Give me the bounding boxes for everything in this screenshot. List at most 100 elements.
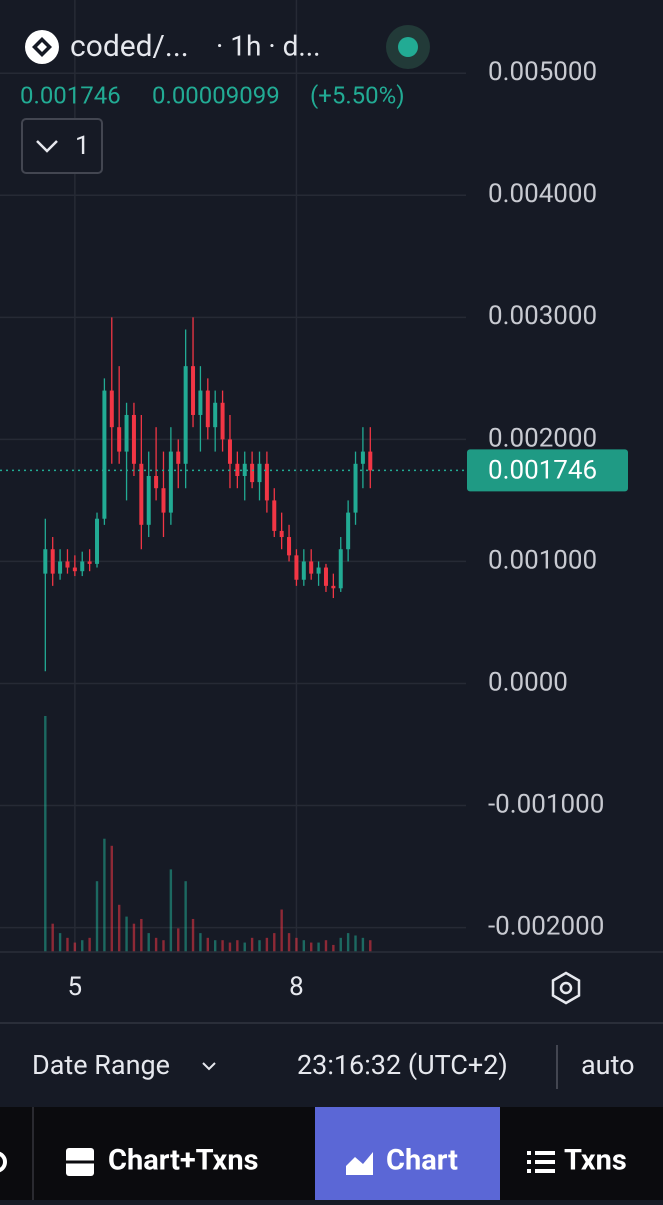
volume-bar bbox=[310, 942, 313, 952]
txns-icon-dot bbox=[527, 1151, 531, 1155]
chart-icon bbox=[346, 1152, 373, 1175]
logo-mark-inner bbox=[37, 42, 47, 52]
volume-bar bbox=[324, 940, 328, 952]
candle-body bbox=[168, 451, 173, 513]
txns-icon-line bbox=[535, 1169, 555, 1173]
candle-body bbox=[346, 512, 351, 550]
volume-bar bbox=[280, 909, 283, 952]
candle-body bbox=[87, 561, 92, 564]
interval: · 1h · d... bbox=[216, 29, 321, 62]
candle-body bbox=[309, 561, 314, 574]
volume-bar bbox=[354, 935, 357, 952]
y-tick-label: 0.005000 bbox=[488, 57, 597, 87]
candle-body bbox=[72, 567, 77, 572]
volume-bar bbox=[287, 933, 291, 952]
y-tick-label: 0.0000 bbox=[488, 667, 568, 697]
nav-chart-active[interactable] bbox=[315, 1107, 500, 1200]
candle-body bbox=[50, 549, 55, 574]
candle-body bbox=[279, 530, 284, 538]
y-tick-label: 0.001000 bbox=[488, 545, 597, 575]
volume-bar bbox=[346, 933, 350, 952]
nav-partial-icon bbox=[0, 1151, 7, 1173]
volume-bar bbox=[213, 940, 217, 952]
volume-bar bbox=[250, 937, 254, 952]
x-tick-label: 8 bbox=[289, 972, 304, 1002]
candle-body bbox=[154, 476, 159, 489]
candle-body bbox=[368, 451, 373, 471]
candle-body bbox=[235, 463, 240, 476]
volume-bar bbox=[206, 937, 210, 952]
volume-bar bbox=[140, 918, 143, 952]
settings-icon-center bbox=[559, 981, 573, 995]
candle-body bbox=[139, 463, 144, 525]
indicator-count: 1 bbox=[75, 131, 90, 161]
date-range-chevron bbox=[202, 1062, 216, 1071]
candle-body bbox=[102, 390, 107, 519]
candle-body bbox=[294, 555, 299, 580]
y-tick-label: 0.003000 bbox=[488, 301, 597, 331]
volume-bar bbox=[228, 942, 232, 952]
candle-body bbox=[65, 561, 70, 568]
volume-bar bbox=[51, 923, 54, 952]
candle-body bbox=[43, 549, 48, 574]
candle-body bbox=[109, 390, 114, 428]
candle-body bbox=[146, 476, 151, 525]
candle-body bbox=[338, 549, 343, 589]
candle-body bbox=[316, 567, 321, 574]
candle-body bbox=[117, 427, 122, 452]
volume-bar bbox=[58, 933, 62, 952]
y-tick-label: 0.004000 bbox=[488, 179, 597, 209]
candle-body bbox=[360, 451, 365, 464]
volume-bar bbox=[243, 942, 246, 952]
candle-body bbox=[272, 500, 277, 531]
date-range[interactable]: Date Range bbox=[32, 1049, 170, 1081]
header-change-pct: (+5.50%) bbox=[310, 81, 405, 109]
candle-body bbox=[242, 463, 247, 476]
volume-bar bbox=[66, 937, 69, 952]
candle-body bbox=[95, 518, 100, 564]
candle-body bbox=[213, 402, 218, 428]
y-tick-label: -0.002000 bbox=[488, 911, 604, 941]
volume-bar bbox=[169, 869, 173, 952]
y-tick-label: 0.002000 bbox=[488, 423, 597, 453]
volume-bar bbox=[184, 881, 187, 952]
candle-body bbox=[183, 366, 188, 464]
volume-bar bbox=[73, 942, 77, 952]
volume-bar bbox=[103, 838, 106, 952]
volume-bar bbox=[162, 940, 165, 952]
symbol: coded/... bbox=[70, 29, 189, 64]
txns-icon-line bbox=[535, 1151, 555, 1155]
last-price-badge bbox=[467, 449, 628, 492]
volume-bar bbox=[295, 937, 298, 952]
volume-bar bbox=[125, 916, 128, 952]
nav-chart[interactable]: Chart bbox=[386, 1144, 458, 1178]
volume-bar bbox=[110, 845, 113, 952]
volume-bar bbox=[199, 933, 202, 952]
volume-bar bbox=[339, 937, 342, 952]
candle-body bbox=[124, 414, 129, 452]
volume-bar bbox=[132, 923, 136, 952]
candle-body bbox=[257, 463, 262, 483]
header-price: 0.001746 bbox=[20, 81, 121, 109]
candle-body bbox=[301, 561, 306, 580]
y-tick-label: -0.001000 bbox=[488, 789, 604, 819]
candle-body bbox=[191, 366, 196, 415]
auto-scale[interactable]: auto bbox=[581, 1049, 635, 1081]
volume-bar bbox=[332, 944, 335, 952]
nav-chart-txns[interactable]: Chart+Txns bbox=[108, 1144, 258, 1178]
volume-bar bbox=[147, 933, 150, 952]
volume-bar bbox=[95, 881, 99, 952]
settings-icon[interactable] bbox=[551, 971, 581, 1005]
txns-icon bbox=[527, 1151, 555, 1173]
volume-bar bbox=[265, 937, 269, 952]
collapse-button[interactable] bbox=[21, 118, 103, 174]
header-change: 0.00009099 bbox=[152, 81, 280, 109]
candle-body bbox=[58, 561, 63, 574]
nav-txns[interactable]: Txns bbox=[564, 1144, 627, 1178]
candle-body bbox=[353, 463, 358, 513]
candle-body bbox=[323, 567, 328, 586]
candle-body bbox=[176, 451, 181, 464]
volume-bar bbox=[44, 716, 47, 952]
